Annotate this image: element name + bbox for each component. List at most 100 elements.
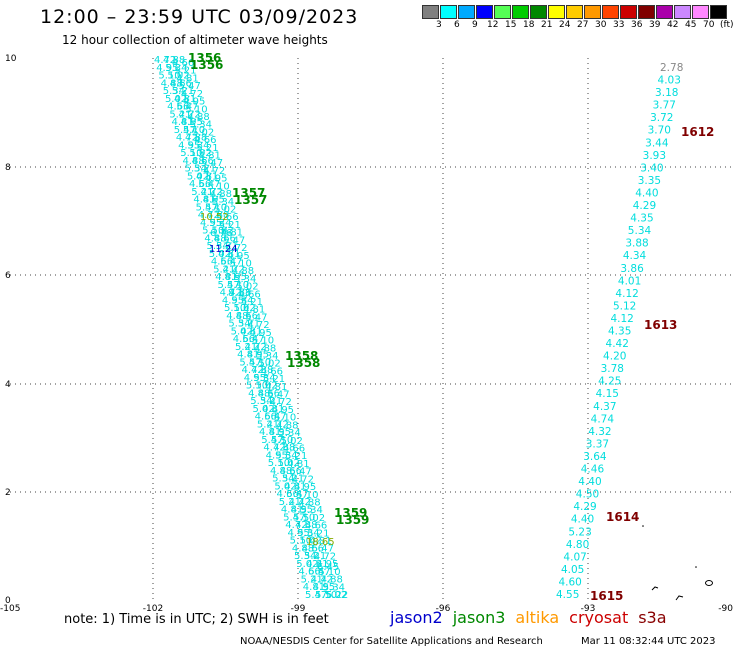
satellite-legend: jason2 jason3 altika cryosat s3a xyxy=(390,608,677,627)
swh-value: 5.47 xyxy=(179,81,201,92)
swh-value: 4.95 xyxy=(287,528,309,539)
satellite-name: cryosat xyxy=(569,608,629,627)
swh-value: 5.10 xyxy=(227,280,249,291)
swh-value: 4.95 xyxy=(316,559,338,570)
swh-value: 4.95 xyxy=(294,482,316,493)
swh-value: 4.95 xyxy=(269,427,291,438)
swh-value: 5.02 xyxy=(274,481,296,492)
swh-value: 4.81 xyxy=(309,536,331,547)
swh-value: 5.47 xyxy=(217,280,239,291)
swh-value: 5.10 xyxy=(158,71,180,82)
swh-value: 4.72 xyxy=(292,474,314,485)
legend-label: 27 xyxy=(577,20,589,30)
legend-label: 30 xyxy=(595,20,607,30)
swh-value: 3.77 xyxy=(653,100,676,112)
swh-value: 4.72 xyxy=(270,397,292,408)
swh-value: 4.81 xyxy=(259,427,281,438)
swh-value: 4.66 xyxy=(170,78,192,89)
swh-value: 5.21 xyxy=(194,164,216,175)
swh-value: 4.88 xyxy=(273,443,295,454)
swh-value: 4.66 xyxy=(216,212,238,223)
legend-swatch xyxy=(566,5,583,19)
swh-value: 4.95 xyxy=(205,174,227,185)
swh-value: 5.34 xyxy=(228,319,250,330)
swh-value: 4.40 xyxy=(578,476,601,488)
swh-value: 4.66 xyxy=(194,135,216,146)
legend-label: 18 xyxy=(523,20,535,30)
swh-value: 4.88 xyxy=(248,388,270,399)
swh-value: 5.10 xyxy=(315,590,337,601)
swh-value: 4.95 xyxy=(272,405,294,416)
swh-value: 4.66 xyxy=(280,466,302,477)
swh-value: 5.10 xyxy=(230,258,252,269)
swh-value: 5.02 xyxy=(192,127,214,138)
swh-value: 3.93 xyxy=(643,150,666,162)
swh-value: 5.10 xyxy=(207,181,229,192)
legend-swatch xyxy=(512,5,529,19)
swh-value: 5.02 xyxy=(296,559,318,570)
swh-value: 5.02 xyxy=(231,326,253,337)
swh-value: 5.21 xyxy=(307,528,329,539)
swh-value: 5.21 xyxy=(213,264,235,275)
swh-value: 5.47 xyxy=(223,235,245,246)
legend-label: 36 xyxy=(631,20,643,30)
swh-value: 5.10 xyxy=(249,357,271,368)
swh-value: 5.34 xyxy=(278,428,300,439)
swh-value: 5.47 xyxy=(305,590,327,601)
swh-value: 5.21 xyxy=(191,187,213,198)
swh-value: 4.88 xyxy=(161,78,183,89)
swh-value: 4.50 xyxy=(576,489,599,501)
swh-value: 5.10 xyxy=(202,226,224,237)
legend-label: 3 xyxy=(436,20,442,30)
satellite-name: altika xyxy=(515,608,560,627)
swh-value: 4.88 xyxy=(229,288,251,299)
swh-value: 5.21 xyxy=(172,86,194,97)
swh-value: 4.72 xyxy=(181,89,203,100)
swh-value: 4.72 xyxy=(311,574,333,585)
swh-value: 4.66 xyxy=(239,289,261,300)
swh-value: 4.72 xyxy=(263,443,285,454)
swh-value: 5.21 xyxy=(241,297,263,308)
swh-value: 5.02 xyxy=(233,303,255,314)
y-tick-label: 4 xyxy=(5,380,11,390)
swh-value: 5.34 xyxy=(209,218,231,229)
pass-label: 1357 xyxy=(234,193,267,207)
swh-value: 4.12 xyxy=(615,288,638,300)
swh-value: 4.66 xyxy=(167,102,189,113)
swh-value: 4.88 xyxy=(276,420,298,431)
y-tick-label: 10 xyxy=(5,54,17,64)
swh-value: 5.47 xyxy=(201,158,223,169)
legend-label: 15 xyxy=(505,20,517,30)
swh-value: 5.34 xyxy=(253,373,275,384)
swh-value: 4.66 xyxy=(302,543,324,554)
swh-value: 4.95 xyxy=(178,140,200,151)
swh-value: 5.10 xyxy=(224,303,246,314)
swh-value: 5.34 xyxy=(272,474,294,485)
swh-value: 4.72 xyxy=(203,166,225,177)
swh-value: 5.34 xyxy=(165,63,187,74)
swh-value: 4.81 xyxy=(218,249,240,260)
swh-value: 4.66 xyxy=(211,257,233,268)
legend-labels: 3 6 9 12 15 18 21 24 27 30 33 36 39 42 45 70 (ft) xyxy=(422,19,740,31)
legend-label: 39 xyxy=(649,20,661,30)
swh-value: 5.34 xyxy=(234,274,256,285)
swh-value: 5.21 xyxy=(196,143,218,154)
swh-value: 4.95 xyxy=(203,195,225,206)
swh-value: 3.86 xyxy=(620,263,644,275)
swh-value: 5.21 xyxy=(238,319,260,330)
swh-value: 3.18 xyxy=(655,87,678,99)
legend-label: 12 xyxy=(487,20,499,30)
swh-value: 5.21 xyxy=(219,220,241,231)
swh-value: 5.02 xyxy=(209,249,231,260)
swh-value: 4.66 xyxy=(283,444,305,455)
swh-value: 5.10 xyxy=(180,148,202,159)
legend-swatch xyxy=(674,5,691,19)
swh-value: 4.66 xyxy=(214,233,236,244)
swh-value: 4.15 xyxy=(596,388,619,400)
swh-value: 4.25 xyxy=(598,376,621,388)
chart-title: 12:00 – 23:59 UTC 03/09/2023 xyxy=(40,6,359,28)
legend-swatch xyxy=(710,5,727,19)
legend-label: 24 xyxy=(559,20,571,30)
y-tick-label: 2 xyxy=(5,488,11,498)
swh-value: 4.72 xyxy=(198,210,220,221)
